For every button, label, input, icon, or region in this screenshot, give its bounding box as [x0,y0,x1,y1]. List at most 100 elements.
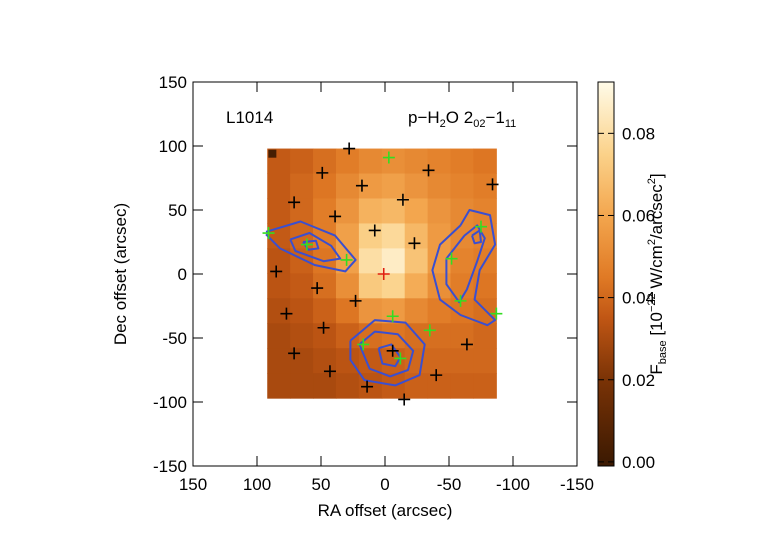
heatmap-cell [335,273,360,299]
heatmap-cell [404,273,429,299]
y-tick-label: -100 [153,393,187,412]
x-tick-label: 150 [179,475,207,494]
colorbar-label: Fbase [10−22 W/cm2/arcsec2] [646,173,669,374]
heatmap-cell [381,223,406,249]
heatmap-cell [427,373,452,399]
heatmap-cell [381,348,406,374]
text-part: /arcsec [647,184,666,239]
heatmap-cell [381,173,406,199]
contour [377,343,402,368]
heatmap-cell [381,148,406,175]
heatmap-cell [473,323,497,349]
heatmap-cell [473,148,497,175]
heatmap-cell [290,298,314,324]
marker [398,393,411,406]
marker [475,220,487,233]
heatmap-cell [450,323,474,349]
marker [317,321,330,334]
marker [340,253,353,266]
marker [280,307,293,320]
corner-pixel [268,149,277,158]
text-part: p−H [408,108,440,127]
text-part: O 2 [446,108,473,127]
heatmap-cell [358,198,383,224]
marker [486,178,499,191]
heatmap-cell [358,298,383,324]
heatmap-cell [358,223,383,249]
text-part: [10 [647,312,666,340]
heatmap-cell [335,298,360,324]
heatmap-cell [335,348,360,374]
heatmap-cell [313,298,337,324]
heatmap-cell [290,273,314,299]
contours [265,209,497,387]
colorbar-tick-label: 0.06 [622,206,655,225]
marker [349,294,362,307]
text-part: 2 [646,239,658,245]
heatmap-cell [450,248,474,274]
heatmap-cell [313,198,337,224]
heatmap-cell [290,248,314,274]
heatmap-cell [450,273,474,299]
marker [490,307,503,320]
marker [460,338,473,351]
text-part: W/cm [647,245,666,293]
marker [300,238,313,251]
heatmap-cell [473,373,497,399]
heatmap-cell [381,273,406,299]
y-tick-label: 150 [159,73,187,92]
marker [396,193,409,206]
heatmap-cell [313,173,337,199]
heatmap-cell [381,298,406,324]
heatmap-cell [290,373,314,399]
heatmap-cell [450,373,474,399]
heatmap-cell [404,223,429,249]
heatmap-cell [450,348,474,374]
heatmap-cell [427,248,452,274]
heatmap-cell [313,323,337,349]
colorbar-tick-label: 0.08 [622,124,655,143]
markers [262,142,503,406]
text-part: −1 [485,108,504,127]
heatmap-cell [404,298,429,324]
marker [430,369,443,382]
heatmap-cell [404,198,429,224]
heatmap-cell [335,373,360,399]
heatmap-cell [267,173,291,199]
text-part: ] [647,173,666,178]
heatmap-cell [381,198,406,224]
x-tick-label: -150 [560,475,594,494]
x-tick-label: -50 [437,475,462,494]
marker [288,196,301,209]
heatmap-cell [427,223,452,249]
heatmap-cell [450,223,474,249]
marker [408,237,421,250]
heatmap-cell [427,323,452,349]
contour [358,330,415,378]
annotation: L1014 [226,108,273,127]
heatmap-cell [358,248,383,274]
text-part: 02 [473,118,485,130]
marker [422,164,435,177]
marker [262,227,275,240]
heatmap-cell [290,148,314,175]
heatmap-cell [404,248,429,274]
heatmap-cell [450,173,474,199]
contour [265,220,357,273]
heatmap-cell [335,223,360,249]
colorbar-tick-label: 0.02 [622,371,655,390]
heatmap-cell [313,348,337,374]
x-tick-label: -100 [496,475,530,494]
marker [361,380,374,393]
heatmap-cell [427,273,452,299]
heatmap-cell [427,348,452,374]
marker [377,268,390,280]
marker [316,166,329,179]
heatmap-cell [404,148,429,175]
heatmap-cell [358,273,383,299]
x-tick-label: 50 [312,475,331,494]
text-part: 2 [440,118,446,130]
contour [289,232,342,263]
y-tick-label: 50 [168,201,187,220]
text-part: 11 [505,118,516,130]
